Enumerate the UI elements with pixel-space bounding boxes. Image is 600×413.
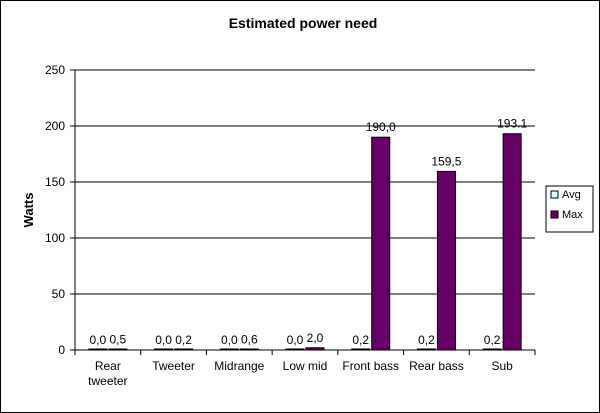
x-tick-label: Rear bass <box>409 359 464 373</box>
data-label-max: 159,5 <box>431 154 461 168</box>
bar-max <box>436 170 456 351</box>
legend: Avg Max <box>545 185 594 233</box>
x-tick-label: Front bass <box>342 359 399 373</box>
data-label-max: 0,2 <box>175 333 192 347</box>
x-tick-label-line: Midrange <box>214 359 264 373</box>
legend-swatch-avg <box>550 190 559 199</box>
x-tick-label-line: Rear <box>95 359 121 373</box>
y-tick-label: 50 <box>52 287 66 301</box>
data-label-avg: 0,2 <box>484 333 501 347</box>
y-tick-label: 100 <box>45 231 65 245</box>
data-label-max: 2,0 <box>307 331 324 345</box>
y-tick-label: 250 <box>45 63 65 77</box>
data-label-avg: 0,2 <box>352 333 369 347</box>
bar-max <box>502 133 522 351</box>
data-label-avg: 0,0 <box>287 333 304 347</box>
x-tick-label: Sub <box>491 359 513 373</box>
data-label-max: 0,5 <box>110 332 127 346</box>
data-label-avg: 0,0 <box>155 333 172 347</box>
x-tick-label: Tweeter <box>152 359 195 373</box>
legend-label-max: Max <box>562 209 583 221</box>
y-axis-label: Watts <box>21 193 36 228</box>
x-tick-label-line: Sub <box>491 359 513 373</box>
data-label-max: 193.1 <box>497 117 527 131</box>
chart-title: Estimated power need <box>229 15 378 31</box>
x-tick-label-line: Rear bass <box>409 359 464 373</box>
data-label-avg: 0,0 <box>221 333 238 347</box>
x-tick-label-line: Tweeter <box>152 359 195 373</box>
x-tick-label: Low mid <box>283 359 328 373</box>
x-tick-label: Rear tweeter <box>88 359 127 388</box>
legend-label-avg: Avg <box>562 189 581 201</box>
x-tick-label-line: tweeter <box>88 374 127 388</box>
legend-swatch-max <box>550 210 559 219</box>
y-tick-label: 0 <box>58 343 65 357</box>
axes <box>74 70 536 355</box>
x-tick-labels: Rear tweeter Tweeter Midrange Low mid Front b… <box>88 359 513 388</box>
data-label-max: 190,0 <box>366 120 396 134</box>
x-tick-label-line: Front bass <box>342 359 399 373</box>
y-tick-label: 200 <box>45 119 65 133</box>
data-label-max: 0,6 <box>241 332 258 346</box>
bar-max <box>371 136 391 351</box>
x-tick-label: Midrange <box>214 359 264 373</box>
y-tick-label: 150 <box>45 175 65 189</box>
data-label-avg: 0,2 <box>418 333 435 347</box>
gridlines <box>70 69 535 351</box>
y-tick-labels: 0 50 100 150 200 250 <box>45 63 65 357</box>
data-labels: 0,0 0,5 0,0 0,2 0,0 0,6 0,0 2,0 0,2190,00,2159,5… <box>90 117 528 347</box>
data-label-avg: 0,0 <box>90 333 107 347</box>
x-tick-label-line: Low mid <box>283 359 328 373</box>
